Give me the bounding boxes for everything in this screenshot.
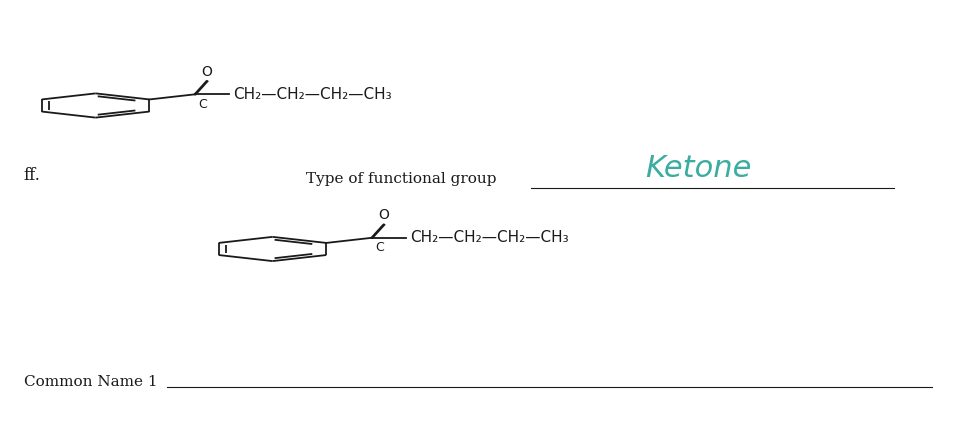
Text: O: O [202, 65, 212, 79]
Text: C: C [198, 97, 206, 111]
Text: C: C [375, 241, 383, 254]
Text: Common Name 1: Common Name 1 [24, 375, 158, 389]
Text: O: O [379, 208, 389, 222]
Text: Type of functional group: Type of functional group [306, 172, 496, 187]
Text: ff.: ff. [24, 167, 41, 184]
Text: CH₂—CH₂—CH₂—CH₃: CH₂—CH₂—CH₂—CH₃ [233, 87, 392, 102]
Text: Ketone: Ketone [644, 154, 751, 183]
Text: CH₂—CH₂—CH₂—CH₃: CH₂—CH₂—CH₂—CH₃ [410, 230, 569, 245]
